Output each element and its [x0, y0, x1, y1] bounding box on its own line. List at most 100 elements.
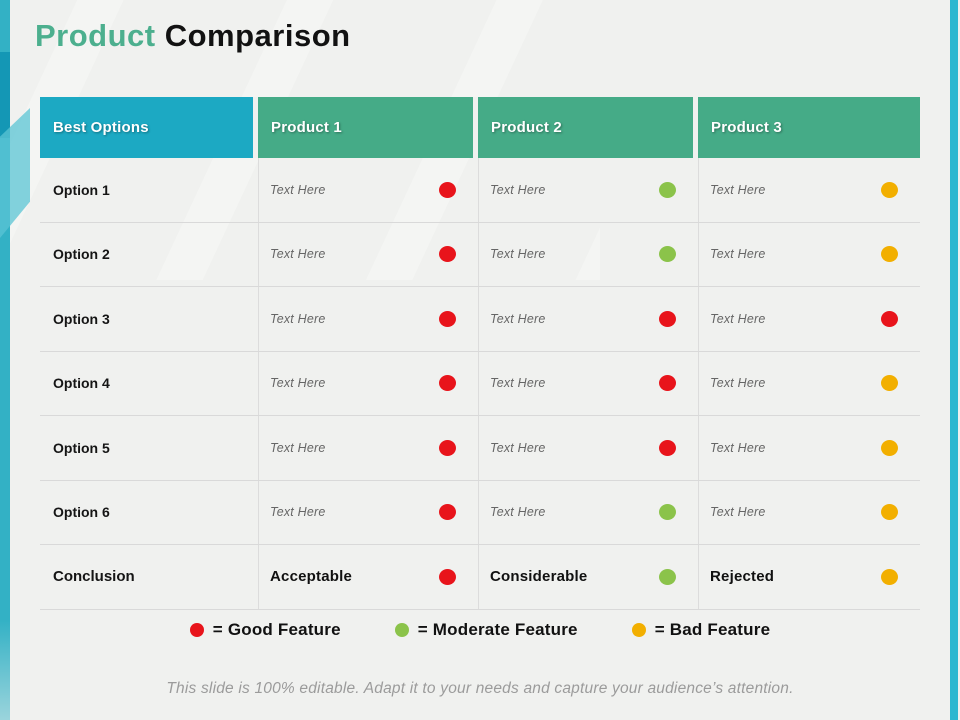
status-dot: [659, 310, 676, 327]
legend-label: = Bad Feature: [654, 620, 771, 639]
status-dot: [659, 246, 676, 263]
legend-item-bad: = Bad Feature: [631, 620, 771, 640]
legend-item-moderate: = Moderate Feature: [394, 620, 578, 640]
table-row-option-4: Option 4 Text Here Text Here Text Here: [40, 351, 920, 416]
cell-text: Text Here: [270, 505, 326, 520]
status-dot: [659, 375, 676, 392]
cell-text: Text Here: [270, 311, 326, 326]
row-label: Option 3: [53, 310, 110, 327]
table-row-option-3: Option 3 Text Here Text Here Text Here: [40, 287, 920, 352]
cell-text: Text Here: [490, 182, 546, 197]
legend: = Good Feature = Moderate Feature = Bad …: [0, 620, 960, 640]
status-dot: [439, 246, 456, 263]
cell-text: Acceptable: [270, 568, 353, 586]
page-title: Product Comparison: [35, 18, 351, 54]
cell-text: Text Here: [270, 376, 326, 391]
cell-text: Text Here: [710, 311, 766, 326]
cell-text: Text Here: [710, 182, 766, 197]
table-cell: Text Here: [258, 222, 478, 286]
status-dot: [439, 568, 456, 585]
status-dot: [439, 181, 456, 198]
cell-text: Text Here: [490, 311, 546, 326]
table-cell: Text Here: [258, 480, 478, 544]
status-dot: [881, 568, 898, 585]
cell-text: Text Here: [710, 505, 766, 520]
legend-item-good: = Good Feature: [189, 620, 341, 640]
row-label: Conclusion: [53, 568, 135, 586]
table-row-option-2: Option 2 Text Here Text Here Text Here: [40, 222, 920, 287]
footer-note: This slide is 100% editable. Adapt it to…: [166, 680, 794, 697]
cell-text: Rejected: [710, 568, 775, 586]
left-edge-fade: [0, 620, 10, 720]
table-cell: Text Here: [478, 222, 698, 286]
table-row-option-1: Option 1 Text Here Text Here Text Here: [40, 158, 920, 223]
header-cell-product-2: Product 2: [478, 97, 698, 158]
row-label: Option 4: [53, 375, 110, 392]
table-row-option-6: Option 6 Text Here Text Here Text Here: [40, 480, 920, 545]
status-dot: [881, 310, 898, 327]
status-dot: [439, 439, 456, 456]
table-cell: Text Here: [258, 287, 478, 351]
table-cell: Text Here: [478, 416, 698, 480]
table-cell: Text Here: [478, 480, 698, 544]
legend-label: = Good Feature: [212, 620, 341, 639]
table-row-option-5: Option 5 Text Here Text Here Text Here: [40, 416, 920, 481]
table-cell: Rejected: [698, 545, 920, 609]
status-dot: [659, 504, 676, 521]
cell-text: Text Here: [490, 440, 546, 455]
table-header-row: Best Options Product 1 Product 2 Product…: [40, 97, 920, 158]
cell-text: Text Here: [490, 376, 546, 391]
status-dot: [659, 439, 676, 456]
right-edge-accent: [950, 0, 958, 720]
cell-text: Considerable: [490, 568, 588, 586]
title-rest: Comparison: [155, 18, 351, 53]
cell-text: Text Here: [270, 182, 326, 197]
status-dot: [439, 310, 456, 327]
cell-text: Text Here: [490, 247, 546, 262]
table-cell: Text Here: [698, 287, 920, 351]
row-label: Option 5: [53, 439, 110, 456]
title-highlight: Product: [35, 18, 156, 53]
table-cell: Considerable: [478, 545, 698, 609]
table-cell: Text Here: [478, 158, 698, 222]
table-cell: Text Here: [258, 351, 478, 415]
table-cell: Text Here: [478, 351, 698, 415]
good-feature-dot-icon: [189, 623, 204, 637]
header-cell-product-1: Product 1: [258, 97, 478, 158]
table-cell: Text Here: [258, 416, 478, 480]
row-label: Option 2: [53, 246, 110, 263]
table-cell: Text Here: [698, 416, 920, 480]
row-label: Option 1: [53, 181, 110, 198]
status-dot: [881, 375, 898, 392]
left-edge-accent-dark: [0, 52, 10, 138]
moderate-feature-dot-icon: [394, 623, 409, 637]
table-cell: Text Here: [698, 222, 920, 286]
cell-text: Text Here: [710, 440, 766, 455]
table-cell: Text Here: [698, 480, 920, 544]
table-cell: Text Here: [698, 158, 920, 222]
status-dot: [881, 181, 898, 198]
table-cell: Text Here: [698, 351, 920, 415]
bad-feature-dot-icon: [631, 623, 646, 637]
status-dot: [659, 181, 676, 198]
status-dot: [439, 375, 456, 392]
header-cell-best-options: Best Options: [40, 97, 258, 158]
row-label: Option 6: [53, 504, 110, 521]
status-dot: [659, 568, 676, 585]
cell-text: Text Here: [710, 247, 766, 262]
table-cell: Acceptable: [258, 545, 478, 609]
left-edge-accent: [0, 0, 10, 720]
legend-label: = Moderate Feature: [417, 620, 578, 639]
cell-text: Text Here: [270, 440, 326, 455]
cell-text: Text Here: [710, 376, 766, 391]
status-dot: [881, 504, 898, 521]
table-row-conclusion: Conclusion Acceptable Considerable Rejec…: [40, 545, 920, 610]
status-dot: [439, 504, 456, 521]
status-dot: [881, 439, 898, 456]
table-cell: Text Here: [258, 158, 478, 222]
comparison-table: Best Options Product 1 Product 2 Product…: [40, 97, 920, 610]
cell-text: Text Here: [270, 247, 326, 262]
table-cell: Text Here: [478, 287, 698, 351]
header-cell-product-3: Product 3: [698, 97, 920, 158]
status-dot: [881, 246, 898, 263]
